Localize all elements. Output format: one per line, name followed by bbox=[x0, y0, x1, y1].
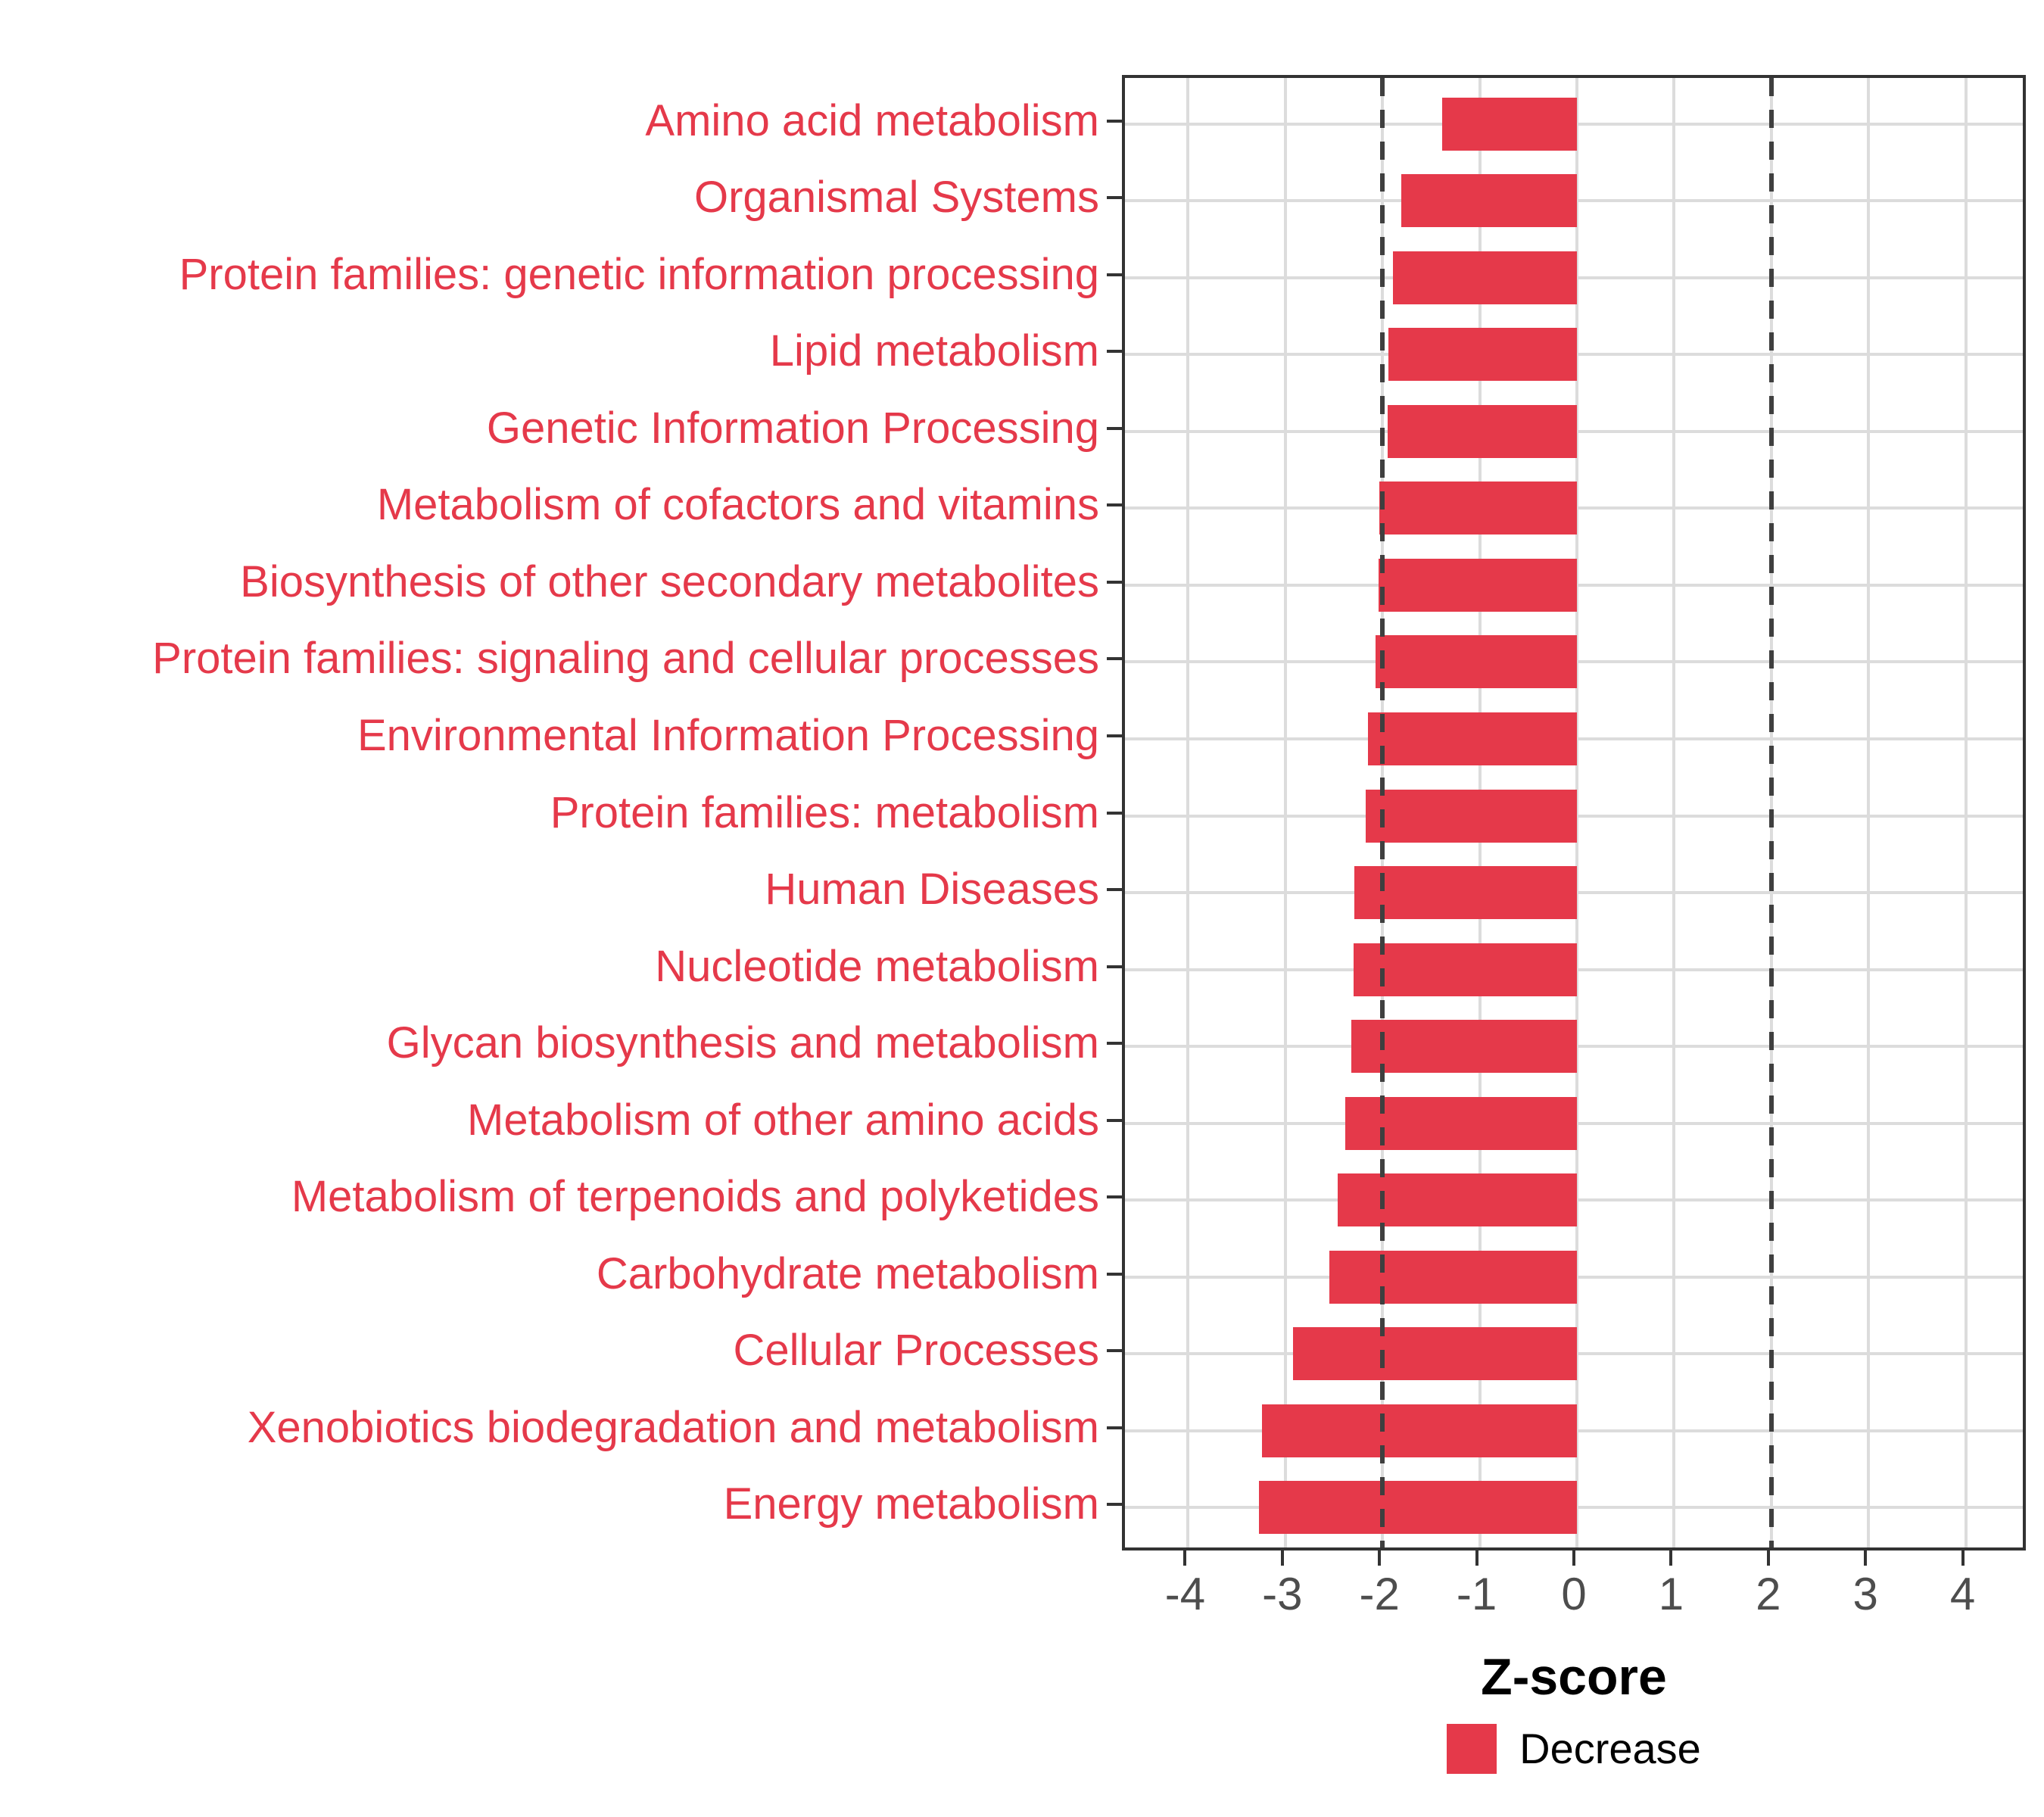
category-label: Lipid metabolism bbox=[769, 326, 1099, 376]
x-axis-tick-label: 3 bbox=[1852, 1569, 1878, 1619]
x-axis-tick bbox=[1475, 1551, 1478, 1566]
gridline-x-1 bbox=[1672, 78, 1676, 1547]
gridline-x-4 bbox=[1964, 78, 1968, 1547]
x-axis-tick bbox=[1669, 1551, 1673, 1566]
bar-cellular-processes bbox=[1293, 1327, 1577, 1381]
category-tick bbox=[1107, 1503, 1122, 1507]
category-tick bbox=[1107, 350, 1122, 354]
gridline-x--3 bbox=[1283, 78, 1287, 1547]
category-label: Cellular Processes bbox=[733, 1326, 1099, 1376]
category-tick bbox=[1107, 196, 1122, 200]
x-axis-tick-label: -1 bbox=[1456, 1569, 1497, 1619]
category-tick bbox=[1107, 426, 1122, 430]
bar-genetic-information-processing bbox=[1387, 404, 1577, 458]
gridline-x-0 bbox=[1575, 78, 1578, 1547]
category-tick bbox=[1107, 503, 1122, 507]
bar-human-diseases bbox=[1354, 866, 1577, 919]
category-label: Metabolism of other amino acids bbox=[467, 1095, 1099, 1145]
category-label: Glycan biosynthesis and metabolism bbox=[386, 1018, 1099, 1068]
category-label: Protein families: metabolism bbox=[550, 787, 1099, 837]
bar-biosynthesis-of-other-secondary-metabolites bbox=[1379, 558, 1577, 612]
bar-glycan-biosynthesis-and-metabolism bbox=[1351, 1020, 1577, 1074]
category-label: Metabolism of terpenoids and polyketides bbox=[291, 1172, 1099, 1222]
category-label: Organismal Systems bbox=[693, 173, 1099, 223]
category-tick bbox=[1107, 888, 1122, 891]
category-label: Genetic Information Processing bbox=[486, 403, 1099, 453]
category-label: Biosynthesis of other secondary metaboli… bbox=[240, 556, 1099, 606]
bar-environmental-information-processing bbox=[1367, 712, 1577, 765]
bar-protein-families-genetic-information-processing bbox=[1393, 251, 1577, 304]
x-axis-tick-label: 2 bbox=[1756, 1569, 1781, 1619]
category-label: Metabolism of cofactors and vitamins bbox=[376, 480, 1099, 530]
category-tick bbox=[1107, 734, 1122, 737]
category-label: Nucleotide metabolism bbox=[655, 941, 1099, 991]
category-tick bbox=[1107, 1426, 1122, 1429]
x-axis-tick bbox=[1378, 1551, 1382, 1566]
x-axis-title: Z-score bbox=[1481, 1648, 1667, 1706]
category-label: Environmental Information Processing bbox=[357, 710, 1099, 760]
bar-amino-acid-metabolism bbox=[1441, 97, 1577, 151]
bar-carbohydrate-metabolism bbox=[1329, 1250, 1577, 1304]
reference-line--2 bbox=[1380, 78, 1385, 1547]
category-tick bbox=[1107, 273, 1122, 276]
x-axis-tick bbox=[1766, 1551, 1770, 1566]
x-axis-tick bbox=[1572, 1551, 1575, 1566]
x-axis-tick-label: -2 bbox=[1359, 1569, 1400, 1619]
category-tick bbox=[1107, 965, 1122, 968]
category-tick bbox=[1107, 1195, 1122, 1199]
category-tick bbox=[1107, 1272, 1122, 1276]
x-axis-tick bbox=[1280, 1551, 1284, 1566]
category-label: Amino acid metabolism bbox=[645, 95, 1099, 145]
category-tick bbox=[1107, 657, 1122, 661]
category-label: Carbohydrate metabolism bbox=[596, 1248, 1099, 1298]
legend-label: Decrease bbox=[1519, 1725, 1701, 1772]
category-label: Protein families: signaling and cellular… bbox=[152, 634, 1099, 684]
gridline-x--4 bbox=[1186, 78, 1190, 1547]
category-label: Protein families: genetic information pr… bbox=[179, 249, 1099, 299]
bar-protein-families-metabolism bbox=[1366, 789, 1577, 843]
bar-energy-metabolism bbox=[1259, 1481, 1577, 1535]
category-label: Human Diseases bbox=[765, 865, 1099, 914]
x-axis-tick bbox=[1183, 1551, 1187, 1566]
gridline-x-3 bbox=[1867, 78, 1871, 1547]
category-tick bbox=[1107, 119, 1122, 123]
x-axis-tick bbox=[1961, 1551, 1965, 1566]
bar-metabolism-of-cofactors-and-vitamins bbox=[1379, 482, 1577, 535]
x-axis-tick-label: 0 bbox=[1561, 1569, 1587, 1619]
category-tick bbox=[1107, 1118, 1122, 1122]
category-tick bbox=[1107, 1349, 1122, 1353]
legend-swatch-decrease bbox=[1447, 1724, 1497, 1774]
x-axis-tick-label: 1 bbox=[1658, 1569, 1684, 1619]
x-axis-tick-label: 4 bbox=[1949, 1569, 1976, 1619]
bar-lipid-metabolism bbox=[1388, 328, 1577, 382]
category-tick bbox=[1107, 580, 1122, 584]
category-label: Energy metabolism bbox=[723, 1479, 1099, 1529]
bar-protein-families-signaling-and-cellular-processes bbox=[1376, 635, 1577, 689]
category-tick bbox=[1107, 1042, 1122, 1046]
x-axis-tick-label: -4 bbox=[1164, 1569, 1206, 1619]
category-label: Xenobiotics biodegradation and metabolis… bbox=[247, 1402, 1099, 1452]
category-tick bbox=[1107, 811, 1122, 815]
reference-line-2 bbox=[1768, 78, 1774, 1547]
bar-xenobiotics-biodegradation-and-metabolism bbox=[1262, 1404, 1577, 1457]
x-axis-tick-label: -3 bbox=[1262, 1569, 1303, 1619]
plot-panel bbox=[1122, 75, 2026, 1551]
x-axis-tick bbox=[1864, 1551, 1868, 1566]
bar-metabolism-of-terpenoids-and-polyketides bbox=[1338, 1173, 1577, 1227]
bar-organismal-systems bbox=[1401, 174, 1577, 228]
legend: Decrease bbox=[1122, 1720, 2026, 1778]
bar-nucleotide-metabolism bbox=[1353, 943, 1577, 996]
